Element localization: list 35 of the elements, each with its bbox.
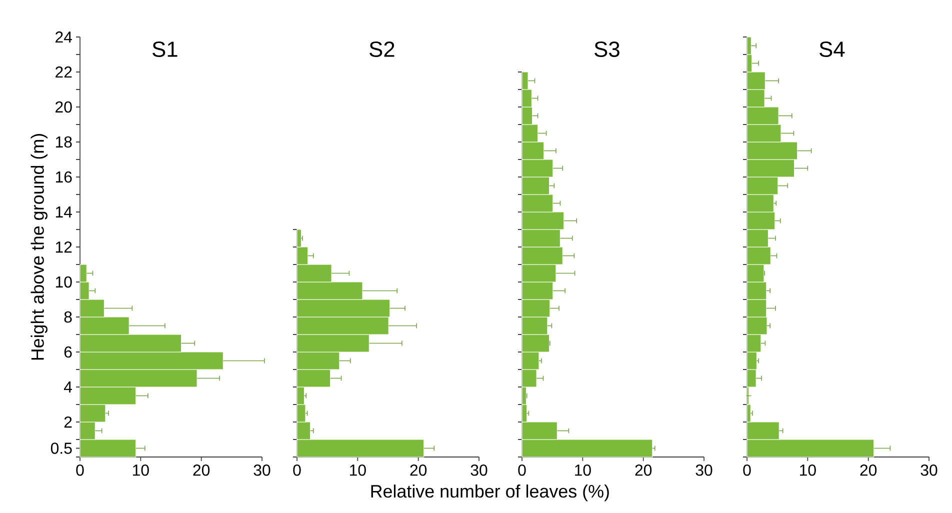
chart-title: S3 [594,41,620,58]
x-axis-title: Relative number of leaves (%) [371,484,609,502]
x-tick-label: 10 [350,464,366,476]
chart-title: S4 [820,41,845,58]
x-tick-label: 30 [696,464,712,476]
x-tick-label: 20 [193,464,210,476]
x-tick-label: 30 [470,464,488,476]
x-tick-label: 20 [635,464,652,476]
y-tick-label: 20 [56,101,72,113]
x-tick-label: 10 [575,464,591,476]
y-tick-label: 22 [56,66,72,78]
y-tick-label: 24 [56,31,72,43]
y-tick-label: 12 [56,241,72,253]
x-tick-label: 10 [800,464,816,476]
x-tick-label: 0 [743,464,751,476]
y-tick-label: 2 [64,416,72,428]
x-tick-label: 20 [410,464,427,476]
y-tick-label: 10 [56,276,72,288]
y-tick-label: 0.5 [50,442,72,454]
x-tick-label: 0 [518,464,526,476]
x-tick-label: 0 [293,464,301,476]
y-tick-label: 16 [56,171,72,183]
y-axis-title: Height above the ground (m) [30,134,48,360]
y-tick-label: 18 [56,136,72,148]
x-tick-label: 30 [254,464,270,476]
x-tick-label: 10 [133,464,149,476]
y-tick-label: 8 [64,311,72,323]
x-tick-label: 30 [920,464,938,476]
chart-title: S2 [370,41,394,58]
y-tick-label: 4 [64,382,72,392]
chart-title: S1 [152,41,178,58]
y-tick-label: 6 [64,346,72,358]
y-tick-label: 14 [56,206,72,218]
x-tick-label: 20 [860,464,877,476]
x-tick-label: 0 [76,464,84,476]
